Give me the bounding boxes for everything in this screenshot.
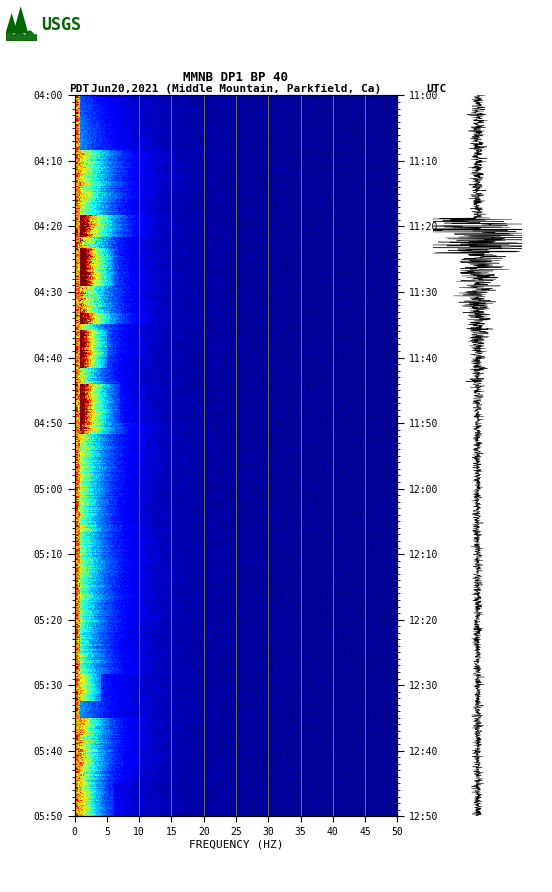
Text: UTC: UTC xyxy=(426,84,446,94)
Text: PDT: PDT xyxy=(69,84,89,94)
Text: MMNB DP1 BP 40: MMNB DP1 BP 40 xyxy=(183,70,289,84)
Polygon shape xyxy=(6,13,18,33)
Polygon shape xyxy=(13,6,28,33)
Text: Jun20,2021 (Middle Mountain, Parkfield, Ca): Jun20,2021 (Middle Mountain, Parkfield, … xyxy=(91,84,381,94)
X-axis label: FREQUENCY (HZ): FREQUENCY (HZ) xyxy=(189,839,283,849)
Text: USGS: USGS xyxy=(41,15,81,34)
